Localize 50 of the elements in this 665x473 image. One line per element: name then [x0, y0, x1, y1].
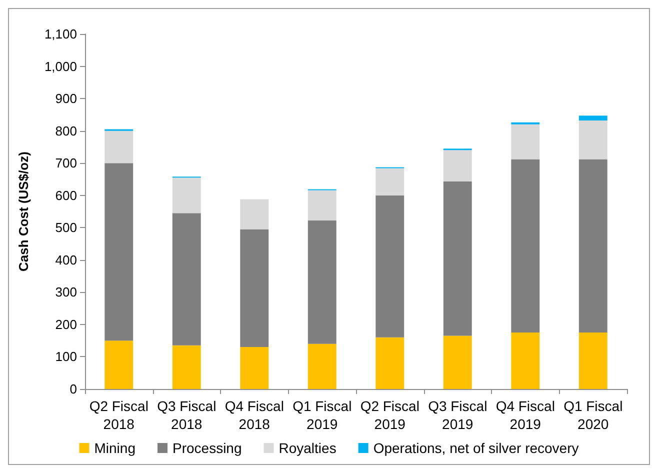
y-tick-label: 300: [55, 284, 77, 300]
bar: [578, 332, 608, 389]
y-tick-label: 500: [55, 220, 77, 236]
bar: [376, 195, 404, 338]
x-tick-label: Q1 Fiscal 2019: [292, 398, 352, 432]
x-tick-label: Q3 Fiscal 2019: [428, 398, 488, 432]
y-tick-label: 100: [55, 349, 77, 364]
legend-label: Operations, net of silver recovery: [373, 440, 579, 456]
bar: [443, 150, 472, 182]
y-tick-label: 1,100: [44, 26, 77, 42]
x-tick-label: Q2 Fiscal 2018: [89, 398, 148, 432]
bar: [511, 332, 540, 389]
bar: [172, 345, 201, 389]
legend-label: Royalties: [278, 440, 336, 456]
bar: [578, 159, 608, 333]
y-tick-label: 700: [55, 156, 77, 171]
bar: [104, 340, 134, 389]
y-tick-label: 200: [55, 316, 77, 332]
bar: [308, 190, 336, 221]
bar: [172, 213, 201, 346]
bar: [104, 163, 134, 341]
bar: [376, 168, 404, 196]
bar: [443, 336, 472, 389]
x-tick-label: Q4 Fiscal 2019: [496, 398, 555, 432]
bar: [308, 220, 336, 344]
bar: [443, 181, 472, 336]
bar: [511, 159, 540, 333]
x-tick-label: Q4 Fiscal 2018: [224, 398, 284, 432]
bar: [511, 124, 540, 160]
bar: [104, 130, 134, 164]
y-tick-label: 600: [55, 188, 77, 203]
bar: [240, 347, 269, 389]
y-tick-label: 900: [55, 91, 77, 106]
bar: [578, 116, 608, 120]
bar: [376, 337, 404, 389]
y-axis-title: Cash Cost (US$/oz): [16, 152, 31, 272]
y-tick-label: 0: [70, 382, 77, 396]
x-tick-label: Q2 Fiscal 2019: [360, 398, 420, 432]
bar: [308, 344, 336, 389]
bar: [578, 120, 608, 160]
legend-label: Mining: [94, 440, 136, 456]
y-tick-label: 1,000: [44, 58, 77, 74]
x-tick-label: Q3 Fiscal 2018: [157, 398, 216, 432]
y-tick-label: 800: [55, 123, 77, 138]
y-tick-label: 400: [55, 252, 77, 268]
bar: [172, 178, 201, 214]
bar: [240, 199, 269, 230]
x-tick-label: Q1 Fiscal 2020: [564, 398, 623, 432]
bar: [240, 229, 269, 348]
legend-label: Processing: [172, 440, 242, 456]
